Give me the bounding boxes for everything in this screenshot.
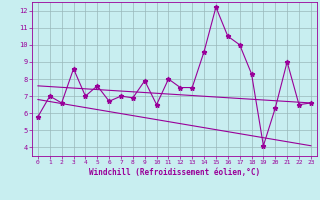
X-axis label: Windchill (Refroidissement éolien,°C): Windchill (Refroidissement éolien,°C) xyxy=(89,168,260,177)
